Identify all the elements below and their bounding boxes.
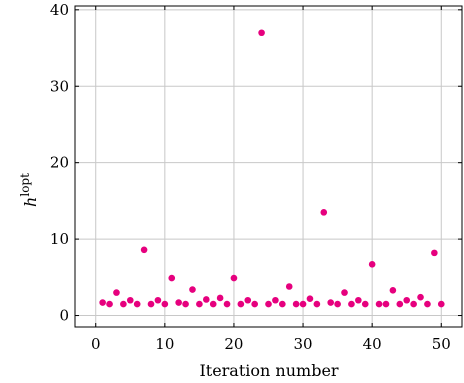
axis-ticks	[75, 6, 462, 327]
data-point	[396, 300, 404, 308]
plot-frame	[74, 5, 463, 328]
data-point	[154, 296, 162, 304]
data-point	[355, 296, 362, 304]
data-point	[126, 296, 134, 304]
data-point	[216, 294, 224, 302]
y-tick-label: 20	[50, 154, 69, 172]
data-point	[237, 300, 245, 308]
data-point	[327, 299, 334, 306]
data-point	[203, 296, 210, 303]
x-tick-label: 40	[363, 335, 382, 353]
data-point	[161, 300, 169, 308]
data-point	[348, 300, 355, 308]
data-point	[230, 274, 238, 282]
data-point	[168, 274, 176, 282]
data-point	[133, 300, 141, 308]
data-point	[106, 300, 113, 308]
x-tick-label: 10	[155, 335, 174, 353]
data-point	[175, 299, 182, 306]
data-point	[368, 261, 376, 268]
data-point	[279, 300, 286, 308]
data-point	[196, 300, 203, 308]
data-point	[113, 289, 120, 296]
data-point	[410, 300, 417, 308]
data-point	[120, 300, 127, 308]
x-tick-label: 30	[294, 335, 313, 353]
x-axis-label: Iteration number	[199, 361, 338, 380]
data-point	[334, 300, 341, 308]
data-point	[182, 300, 189, 308]
data-point	[375, 300, 383, 308]
x-tick-label: 20	[224, 335, 243, 353]
x-tick-label: 0	[91, 335, 101, 353]
y-axis-label: hlopt	[18, 173, 40, 207]
data-point	[313, 300, 321, 308]
x-tick-label: 50	[432, 335, 451, 353]
y-tick-labels: 0 10 20 30 40	[50, 1, 69, 325]
data-point	[389, 287, 397, 294]
data-point	[244, 296, 252, 304]
data-point	[361, 300, 369, 308]
x-tick-labels: 0 10 20 30 40 50	[91, 335, 451, 353]
data-point	[140, 246, 148, 254]
data-point	[424, 300, 431, 308]
data-point	[223, 300, 231, 308]
data-point	[99, 299, 106, 306]
data-point	[258, 29, 265, 37]
y-axis-label-superscript: lopt	[18, 173, 32, 197]
data-point	[320, 209, 328, 216]
y-axis-label-main: h	[21, 197, 40, 207]
data-point	[147, 300, 155, 308]
data-point	[382, 300, 390, 308]
data-point	[417, 293, 424, 301]
data-point	[292, 300, 300, 308]
data-point	[341, 289, 348, 296]
data-point	[403, 296, 411, 304]
y-tick-label: 0	[59, 307, 69, 325]
data-point	[299, 300, 307, 308]
y-tick-label: 40	[50, 1, 69, 19]
data-point	[437, 300, 445, 308]
data-point	[272, 296, 279, 304]
grid-lines	[75, 6, 462, 327]
data-point	[189, 286, 196, 293]
data-point	[285, 283, 293, 290]
y-tick-label: 30	[50, 77, 69, 95]
data-point	[431, 249, 438, 257]
data-point	[251, 300, 258, 308]
data-point	[306, 295, 314, 303]
y-tick-label: 10	[50, 230, 69, 248]
data-point	[209, 300, 217, 308]
data-point	[265, 300, 272, 308]
data-points	[99, 29, 445, 308]
